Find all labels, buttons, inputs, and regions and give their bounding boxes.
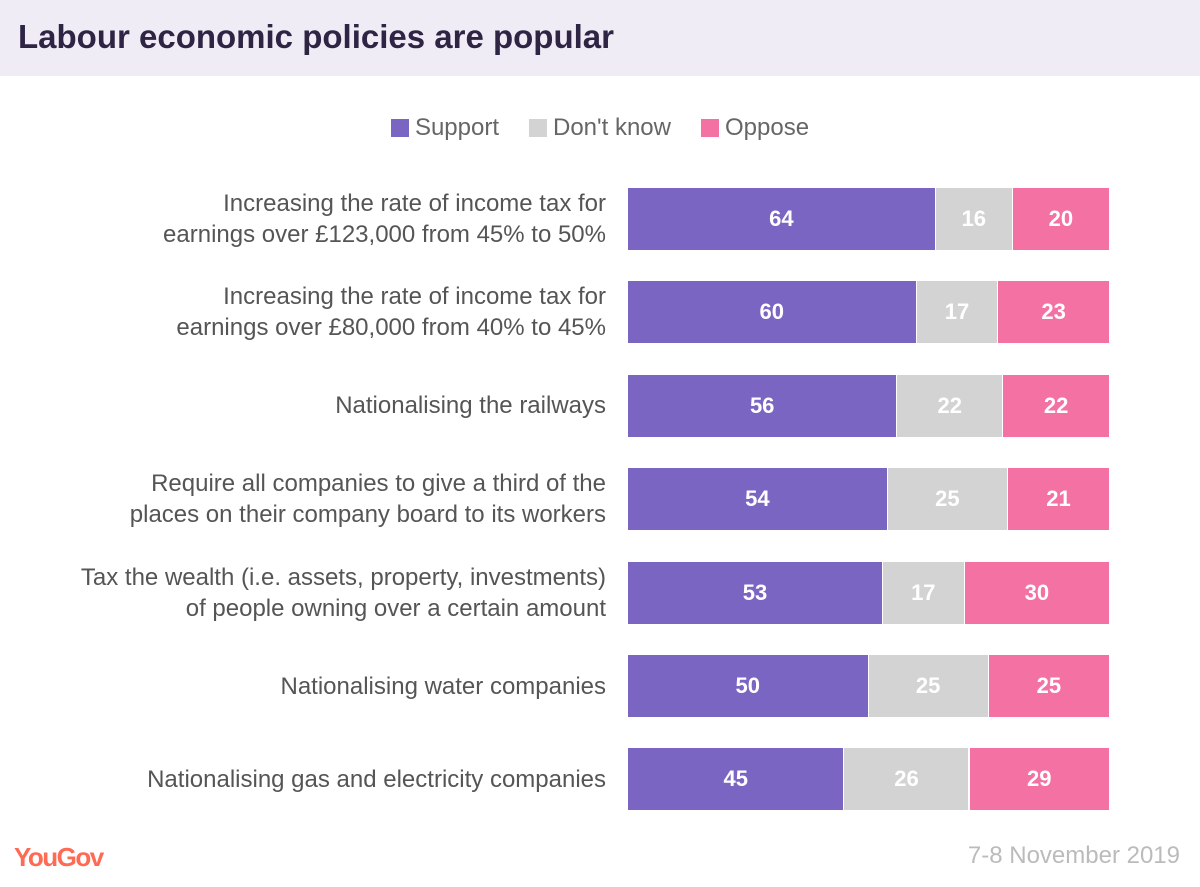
data-label: 21 <box>1046 486 1071 512</box>
legend-swatch <box>700 119 719 137</box>
date-label: 7-8 November 2019 <box>967 842 1180 869</box>
bar-oppose: 25 <box>988 655 1109 717</box>
legend-swatch <box>529 119 547 137</box>
bar-oppose: 29 <box>969 748 1109 811</box>
data-label: 25 <box>915 673 941 698</box>
category-label-line: Increasing the rate of income tax for <box>223 190 606 217</box>
category-label-line: Tax the wealth (i.e. assets, property, i… <box>80 563 606 591</box>
bar-oppose: 20 <box>1012 188 1109 250</box>
chart-title: Labour economic policies are popular <box>18 18 614 55</box>
data-label: 25 <box>1036 673 1062 698</box>
bar-don-t-know: 26 <box>844 748 970 811</box>
bar-don-t-know: 16 <box>935 188 1013 250</box>
category-label-line: Nationalising water companies <box>280 672 607 700</box>
data-label: 30 <box>1024 579 1050 605</box>
bar-oppose: 22 <box>1003 374 1109 437</box>
category-label: Require all companies to give a third of… <box>6 468 606 530</box>
data-label: 20 <box>1048 206 1074 231</box>
bar-don-t-know: 17 <box>916 281 999 344</box>
bar-support: 45 <box>628 748 845 811</box>
bar-don-t-know: 25 <box>868 655 989 717</box>
data-label: 23 <box>1041 299 1066 325</box>
legend-label: Don't know <box>553 114 671 141</box>
bar-oppose: 30 <box>964 561 1109 624</box>
category-label: Increasing the rate of income tax for ear… <box>6 188 606 250</box>
bar-don-t-know: 22 <box>897 374 1004 437</box>
bar-support: 54 <box>628 468 888 531</box>
data-label: 45 <box>723 766 748 792</box>
yougov-logo: YouGov <box>14 842 104 872</box>
category-label-line: Nationalising the railways <box>335 392 606 420</box>
category-label-line: earnings over £80,000 from 40% to 45% <box>176 314 606 342</box>
data-label: 50 <box>735 673 760 698</box>
data-label: 22 <box>1043 392 1069 418</box>
category-label: Increasing the rate of income tax for ear… <box>6 281 606 343</box>
data-label: 60 <box>759 299 785 325</box>
category-label: Nationalising water companies <box>6 671 607 702</box>
header-band <box>0 0 1200 76</box>
legend-item: Oppose <box>700 114 810 142</box>
category-label-line: places on their company board to its wor… <box>129 501 606 529</box>
data-label: 53 <box>742 579 768 605</box>
legend-label: Oppose <box>724 114 810 141</box>
data-label: 29 <box>1027 766 1052 792</box>
data-label: 17 <box>944 299 970 325</box>
data-label: 16 <box>961 206 987 231</box>
bar-oppose: 23 <box>998 281 1109 344</box>
category-label: Nationalising the railways <box>6 390 606 421</box>
bar-support: 56 <box>628 374 898 437</box>
legend: Support Don't know Oppose <box>0 114 1200 142</box>
category-label: Tax the wealth (i.e. assets, property, i… <box>6 562 606 624</box>
category-label-line: Require all companies to give a third of… <box>151 470 606 498</box>
legend-swatch <box>390 119 409 137</box>
bar-support: 50 <box>628 655 869 717</box>
data-label: 56 <box>749 392 775 418</box>
data-label: 25 <box>935 486 960 512</box>
bar-don-t-know: 25 <box>887 468 1008 531</box>
data-label: 17 <box>911 579 936 605</box>
data-label: 64 <box>769 206 794 231</box>
bar-don-t-know: 17 <box>882 561 965 624</box>
data-label: 22 <box>937 392 962 418</box>
category-label-line: earnings over £123,000 from 45% to 50% <box>163 221 606 248</box>
category-label: Nationalising gas and electricity compan… <box>6 764 606 795</box>
bar-support: 60 <box>628 281 917 344</box>
legend-item: Don't know <box>529 114 671 142</box>
data-label: 26 <box>894 766 919 792</box>
bar-oppose: 21 <box>1007 468 1109 531</box>
category-label-line: Nationalising gas and electricity compan… <box>147 765 606 793</box>
bar-support: 53 <box>628 561 883 624</box>
category-label-line: Increasing the rate of income tax for <box>223 283 606 311</box>
legend-label: Support <box>414 114 499 141</box>
data-label: 54 <box>745 486 770 512</box>
category-label-line: of people owning over a certain amount <box>185 594 606 622</box>
bar-support: 64 <box>628 188 936 250</box>
legend-item: Support <box>390 114 499 142</box>
